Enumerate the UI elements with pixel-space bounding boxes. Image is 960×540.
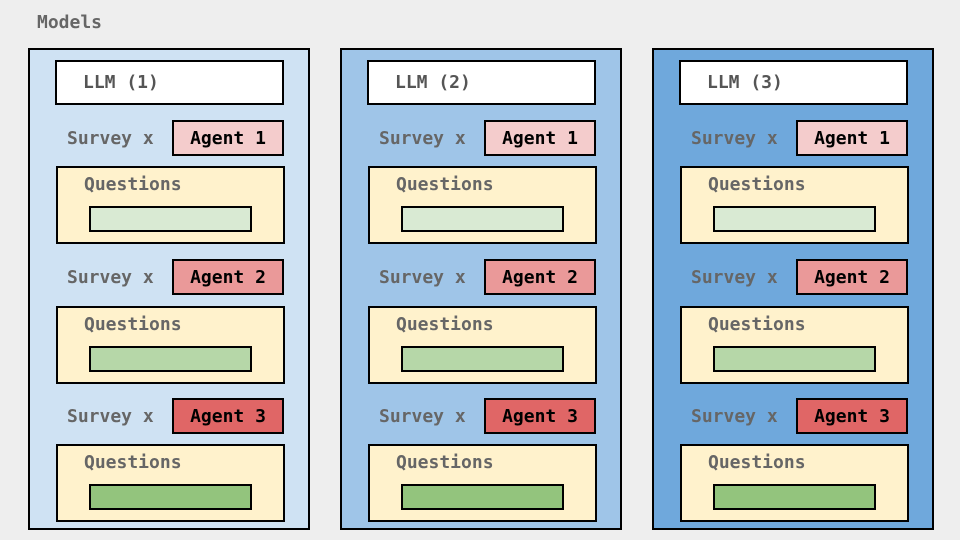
model-panel-2: LLM (2) Survey x Agent 1 Questions Survey x A…	[340, 48, 622, 530]
agent-box: Agent 2	[484, 259, 596, 295]
survey-label: Survey x	[379, 266, 466, 288]
survey-label: Survey x	[691, 266, 778, 288]
survey-label: Survey x	[691, 127, 778, 149]
questions-label: Questions	[396, 314, 494, 335]
questions-bar	[89, 346, 252, 372]
survey-label: Survey x	[67, 127, 154, 149]
questions-box: Questions	[56, 306, 285, 384]
questions-box: Questions	[368, 166, 597, 244]
questions-label: Questions	[708, 174, 806, 195]
questions-box: Questions	[56, 166, 285, 244]
agent-box: Agent 2	[796, 259, 908, 295]
questions-box: Questions	[56, 444, 285, 522]
questions-label: Questions	[708, 314, 806, 335]
agent-box: Agent 1	[796, 120, 908, 156]
questions-bar	[89, 206, 252, 232]
llm-label: LLM (1)	[55, 60, 284, 105]
agent-box: Agent 1	[172, 120, 284, 156]
model-panel-1: LLM (1) Survey x Agent 1 Questions Survey x A…	[28, 48, 310, 530]
survey-label: Survey x	[691, 405, 778, 427]
questions-box: Questions	[368, 444, 597, 522]
survey-label: Survey x	[379, 127, 466, 149]
questions-box: Questions	[680, 306, 909, 384]
questions-bar	[89, 484, 252, 510]
survey-label: Survey x	[67, 266, 154, 288]
questions-box: Questions	[680, 166, 909, 244]
questions-bar	[401, 206, 564, 232]
questions-bar	[713, 346, 876, 372]
questions-label: Questions	[84, 174, 182, 195]
agent-box: Agent 3	[484, 398, 596, 434]
questions-box: Questions	[368, 306, 597, 384]
survey-label: Survey x	[67, 405, 154, 427]
questions-bar	[713, 206, 876, 232]
questions-label: Questions	[708, 452, 806, 473]
llm-label: LLM (3)	[679, 60, 908, 105]
agent-box: Agent 3	[172, 398, 284, 434]
questions-label: Questions	[396, 174, 494, 195]
questions-label: Questions	[396, 452, 494, 473]
questions-bar	[713, 484, 876, 510]
questions-label: Questions	[84, 314, 182, 335]
diagram-title: Models	[37, 12, 103, 33]
agent-box: Agent 1	[484, 120, 596, 156]
model-panel-3: LLM (3) Survey x Agent 1 Questions Survey x A…	[652, 48, 934, 530]
questions-box: Questions	[680, 444, 909, 522]
questions-label: Questions	[84, 452, 182, 473]
agent-box: Agent 2	[172, 259, 284, 295]
agent-box: Agent 3	[796, 398, 908, 434]
llm-label: LLM (2)	[367, 60, 596, 105]
questions-bar	[401, 346, 564, 372]
survey-label: Survey x	[379, 405, 466, 427]
questions-bar	[401, 484, 564, 510]
